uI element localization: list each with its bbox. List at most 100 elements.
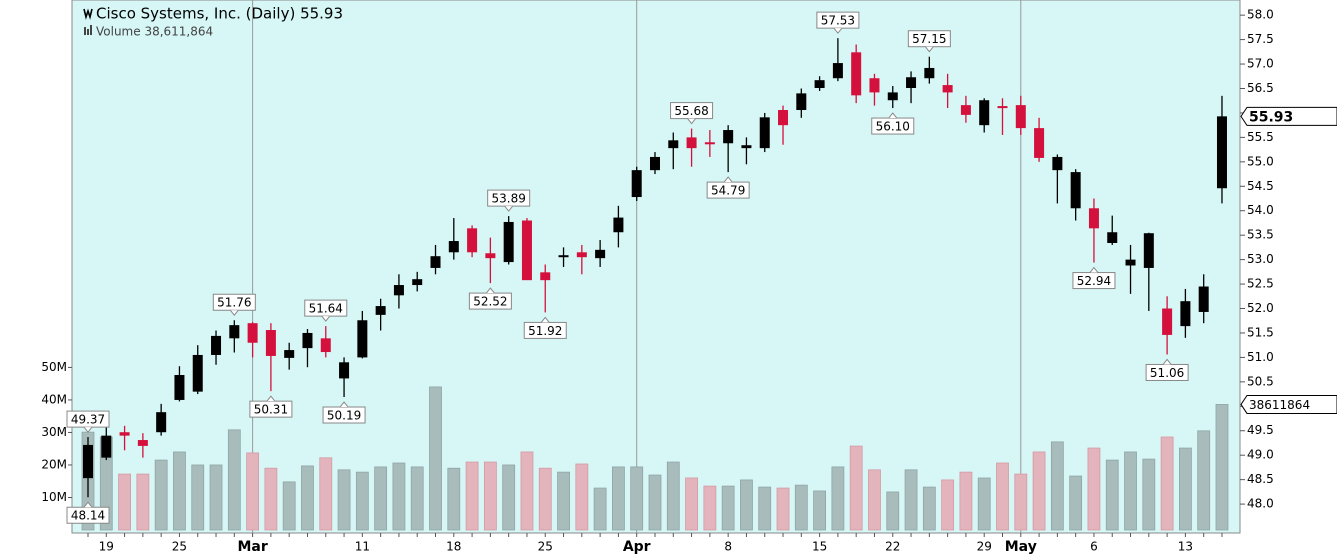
volume-bar [301,465,314,531]
y-tick-label: 49.5 [1247,423,1274,437]
volume-bar [264,467,278,531]
candle-body [631,170,642,198]
volume-bar [977,477,991,531]
candle-body [960,105,971,115]
annotation-pointer [339,401,349,408]
candle-body [979,100,990,126]
candle-body [247,323,258,343]
candle-body [723,130,734,144]
volume-bar [941,479,955,531]
y-tick-label: 55.0 [1247,154,1274,168]
annotation-label: 51.76 [217,296,251,310]
x-tick-label: 29 [977,540,992,554]
volume-bar [447,467,461,531]
candle-body [101,435,112,458]
y2-tick-label: 40M [41,392,67,406]
x-tick-label: 15 [812,540,827,554]
candle-body [576,252,587,258]
x-tick-label: 25 [538,540,553,554]
candle-body [704,142,715,145]
volume-bar [666,461,680,531]
annotation-pointer [924,46,934,53]
annotation-label: 57.53 [821,14,855,28]
volume-bar [794,484,808,531]
volume-bar [557,471,570,531]
volume-bar [118,473,131,531]
candle-body [174,375,185,400]
y-tick-label: 54.5 [1247,179,1274,193]
y-tick-label: 53.0 [1247,252,1274,266]
candle-body [668,140,679,149]
volume-bar [191,464,205,531]
y-tick-label: 53.5 [1247,228,1274,242]
candle-body [284,350,295,358]
candle-body [759,117,770,149]
candle-body [1216,116,1227,189]
candle-body [942,85,953,93]
annotation-label: 50.19 [327,409,361,423]
volume-bar [337,469,351,531]
candle-body [503,221,514,263]
x-tick-label: 19 [99,540,114,554]
volume-bar [886,491,900,531]
annotation-pointer [1089,266,1099,273]
candle-body [156,412,167,433]
y-tick-label: 57.0 [1247,57,1274,71]
volume-bar [319,457,333,531]
candle-body [649,156,660,171]
volume-bar [502,464,516,531]
volume-bar [1050,441,1064,531]
annotation-label: 55.68 [674,104,708,118]
candle-body [265,330,276,356]
volume-bar [740,479,753,531]
y-tick-label: 52.5 [1247,277,1274,291]
y-tick-label: 51.5 [1247,325,1274,339]
annotation-pointer [83,501,93,508]
x-tick-label: 25 [172,540,187,554]
candle-body [412,279,423,286]
volume-bar [703,485,717,531]
annotation-label: 51.64 [309,302,343,316]
volume-bar [959,471,973,531]
axis-tag [1240,106,1337,126]
y-tick-label: 55.5 [1247,130,1274,144]
volume-bar [1069,475,1083,531]
annotation-pointer [1162,358,1172,365]
candle-body [521,220,532,281]
y-tick-label: 50.5 [1247,374,1274,388]
annotation-label: 52.94 [1077,274,1111,288]
x-tick-label: Apr [623,539,651,555]
candle-body [229,325,240,339]
y-tick-label: 49.0 [1247,448,1274,462]
y-tick-label: 57.5 [1247,32,1274,46]
candle-body [540,272,551,281]
x-tick-label: 11 [355,540,370,554]
annotation-label: 52.52 [473,295,507,309]
volume-bar [1179,447,1192,531]
x-tick-label: 22 [885,540,900,554]
x-tick-label: May [1005,539,1037,555]
annotation-label: 48.14 [71,509,105,523]
candle-body [796,93,807,111]
y2-tick-label: 30M [41,425,67,439]
candle-body [869,78,880,93]
annotation-label: 56.10 [876,120,910,134]
annotation-pointer [504,205,514,212]
candle-body [1162,308,1173,335]
chart-subtitle: Volume 38,611,864 [96,25,213,39]
candle-body [595,249,606,259]
candle-body [302,332,313,349]
y-tick-label: 54.0 [1247,203,1274,217]
volume-bar [1124,451,1137,531]
candle-body [375,306,386,315]
volume-bar [1142,458,1156,531]
candle-body [1015,105,1026,129]
candle-body [211,335,222,355]
volume-bar [483,461,497,531]
candle-body [778,110,789,126]
volume-bar [1032,451,1046,531]
y-tick-label: 52.0 [1247,301,1274,315]
candle-body [467,228,478,253]
volume-bar [758,486,772,531]
